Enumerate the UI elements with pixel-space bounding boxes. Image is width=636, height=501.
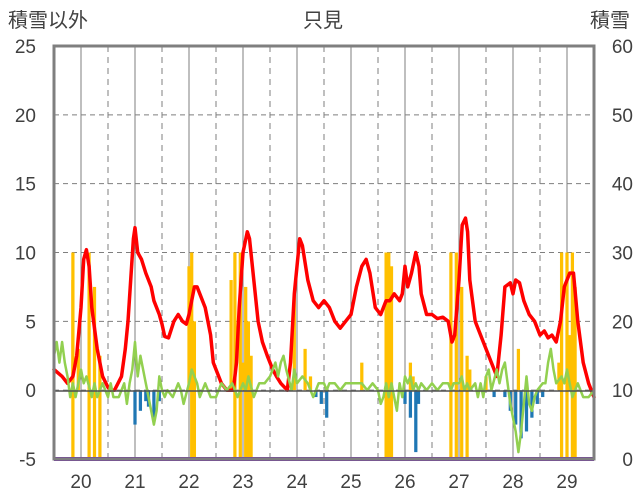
- red-series-line: [52, 216, 596, 399]
- left-tick-label: 0: [25, 381, 36, 402]
- bar: [229, 280, 233, 391]
- bar: [570, 252, 575, 459]
- x-tick-label: 22: [178, 472, 199, 493]
- bar: [92, 286, 97, 459]
- left-tick-label: 15: [15, 175, 36, 196]
- bar: [535, 390, 539, 404]
- x-tick-label: 23: [232, 472, 253, 493]
- x-tick-label: 27: [448, 472, 469, 493]
- bar: [460, 286, 464, 459]
- bar: [514, 390, 518, 425]
- x-tick-label: 26: [394, 472, 415, 493]
- left-tick-label: 20: [15, 106, 36, 127]
- bar: [573, 286, 577, 459]
- x-tick-label: 24: [286, 472, 308, 493]
- bar: [308, 376, 313, 391]
- bar: [190, 252, 194, 459]
- bar: [530, 390, 534, 418]
- bar: [249, 355, 253, 459]
- x-tick-label: 25: [340, 472, 361, 493]
- bar: [244, 286, 248, 459]
- bar: [465, 355, 469, 459]
- bar: [71, 280, 75, 391]
- bar: [559, 252, 564, 459]
- right-tick-label: 20: [612, 312, 633, 333]
- bar: [144, 390, 148, 402]
- bar: [565, 252, 569, 459]
- x-tick-label: 20: [70, 472, 91, 493]
- x-tick-label: 28: [502, 472, 523, 493]
- bar: [492, 390, 496, 398]
- bar: [524, 390, 529, 432]
- left-axis-label: 積雪以外: [8, 8, 88, 32]
- bar: [384, 252, 388, 459]
- right-axis-label: 積雪: [590, 8, 630, 32]
- bar: [98, 355, 102, 459]
- plot-frame: [52, 44, 596, 461]
- right-tick-label: 10: [612, 381, 633, 402]
- bar: [411, 376, 415, 391]
- bar: [152, 390, 156, 418]
- bar: [468, 369, 472, 391]
- bar: [387, 252, 391, 459]
- bar: [449, 252, 453, 459]
- bar: [325, 390, 329, 418]
- bar: [416, 390, 421, 404]
- bar: [138, 390, 143, 411]
- bar: [403, 390, 407, 404]
- bar: [292, 293, 296, 391]
- left-tick-label: 5: [25, 312, 36, 333]
- bar: [238, 252, 242, 459]
- bar: [360, 362, 364, 391]
- bar: [519, 390, 523, 439]
- bar: [233, 252, 237, 459]
- left-tick-label: 10: [15, 244, 36, 265]
- left-tick-label: 25: [15, 37, 36, 58]
- bar: [408, 390, 413, 418]
- bar: [133, 390, 137, 425]
- bar: [87, 252, 91, 459]
- x-tick-label: 21: [124, 472, 145, 493]
- bar: [192, 321, 197, 459]
- bar: [568, 335, 572, 391]
- line-series: [52, 216, 596, 454]
- bar: [541, 390, 545, 398]
- x-tick-label: 29: [556, 472, 577, 493]
- bar: [503, 390, 507, 398]
- right-tick-label: 60: [612, 37, 633, 58]
- bar: [157, 390, 161, 402]
- chart-title: 只見: [303, 8, 343, 32]
- bar: [454, 252, 458, 459]
- left-tick-label: -5: [19, 450, 36, 471]
- right-tick-label: 40: [612, 175, 633, 196]
- bar: [557, 362, 561, 391]
- bar: [303, 348, 307, 391]
- bar: [389, 266, 394, 459]
- bar: [414, 390, 418, 453]
- right-tick-label: 30: [612, 244, 633, 265]
- bar: [246, 321, 251, 459]
- right-tick-label: 0: [622, 450, 633, 471]
- bar: [76, 348, 80, 391]
- bar: [187, 266, 191, 391]
- green-series-line: [52, 340, 596, 454]
- bar: [319, 390, 323, 404]
- right-tick-label: 50: [612, 106, 633, 127]
- bar: [516, 348, 521, 391]
- bar: [241, 362, 245, 391]
